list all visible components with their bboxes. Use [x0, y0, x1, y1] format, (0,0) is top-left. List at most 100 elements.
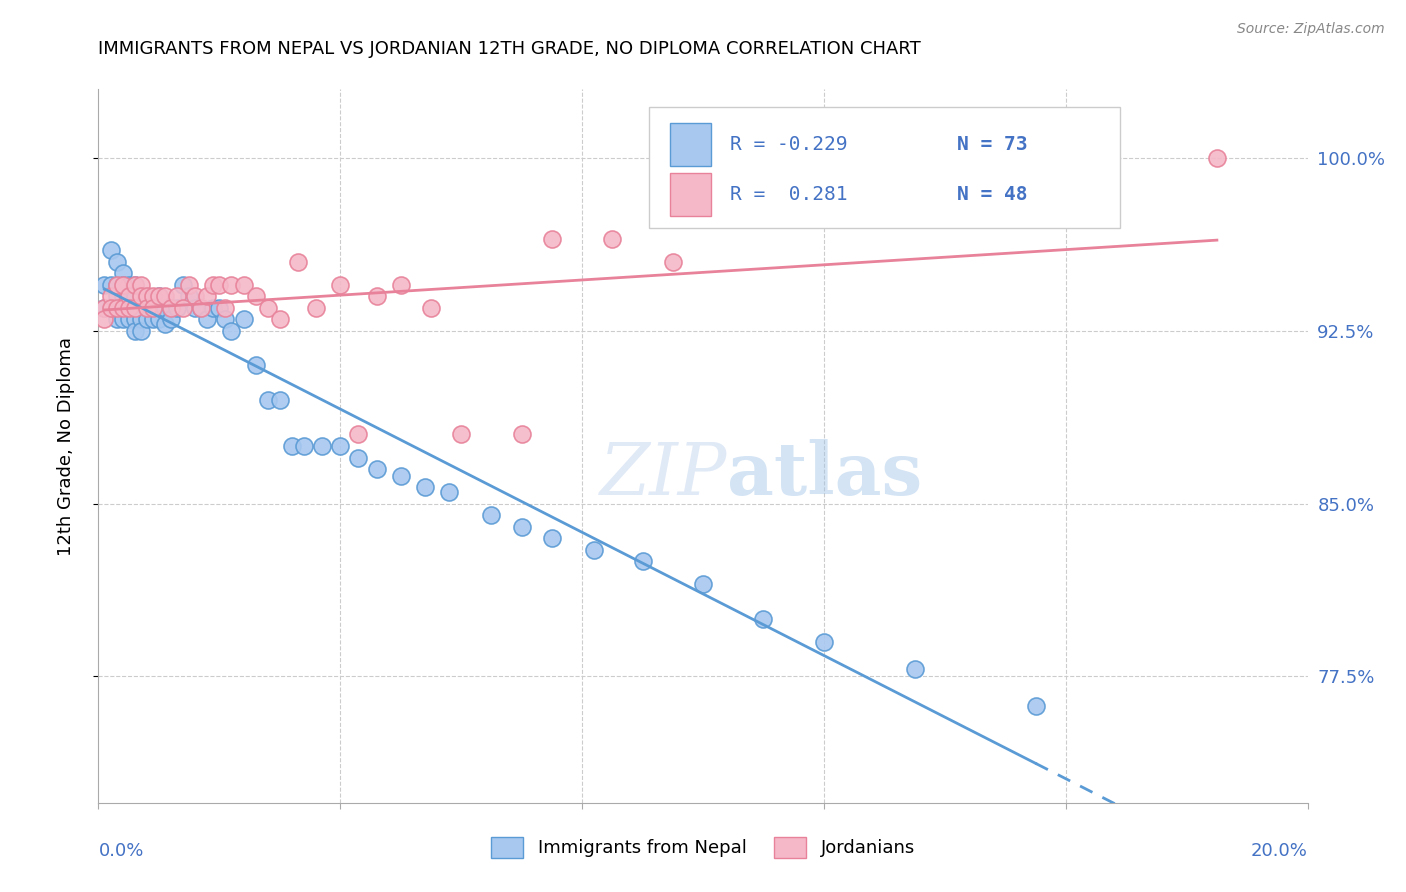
- Point: [190, 301, 212, 315]
- Point: [118, 289, 141, 303]
- Point: [105, 289, 128, 303]
- Point: [221, 277, 243, 292]
- Point: [118, 301, 141, 315]
- Point: [214, 301, 236, 315]
- Point: [208, 277, 231, 292]
- Point: [662, 255, 685, 269]
- Point: [389, 277, 412, 292]
- Point: [111, 301, 134, 315]
- Point: [118, 312, 141, 326]
- Point: [269, 312, 291, 326]
- Point: [347, 450, 370, 465]
- Point: [118, 277, 141, 292]
- Point: [281, 439, 304, 453]
- Point: [148, 289, 170, 303]
- Point: [153, 301, 176, 315]
- Point: [583, 542, 606, 557]
- Point: [389, 469, 412, 483]
- Point: [437, 485, 460, 500]
- Point: [232, 312, 254, 326]
- Point: [124, 277, 146, 292]
- Point: [124, 301, 146, 315]
- Point: [129, 289, 152, 303]
- Point: [135, 312, 157, 326]
- Point: [124, 312, 146, 326]
- Point: [195, 289, 218, 303]
- Point: [305, 301, 328, 315]
- Point: [111, 266, 134, 280]
- Point: [510, 519, 533, 533]
- Point: [214, 312, 236, 326]
- Point: [160, 301, 183, 315]
- Point: [105, 277, 128, 292]
- Point: [245, 289, 267, 303]
- Point: [179, 277, 201, 292]
- Point: [166, 301, 188, 315]
- Text: R = -0.229: R = -0.229: [730, 136, 846, 154]
- FancyBboxPatch shape: [671, 123, 711, 166]
- Point: [148, 312, 170, 326]
- Point: [692, 577, 714, 591]
- Text: N = 73: N = 73: [957, 136, 1028, 154]
- Point: [166, 289, 188, 303]
- Point: [160, 301, 183, 315]
- Point: [129, 312, 152, 326]
- Point: [172, 301, 194, 315]
- Point: [184, 289, 207, 303]
- Point: [602, 232, 624, 246]
- Point: [311, 439, 333, 453]
- Point: [813, 634, 835, 648]
- Point: [124, 301, 146, 315]
- Text: ZIP: ZIP: [600, 439, 727, 510]
- Point: [420, 301, 443, 315]
- Point: [124, 324, 146, 338]
- Point: [202, 277, 225, 292]
- Point: [129, 277, 152, 292]
- Point: [100, 289, 122, 303]
- Text: atlas: atlas: [727, 439, 922, 510]
- Point: [105, 301, 128, 315]
- Legend: Immigrants from Nepal, Jordanians: Immigrants from Nepal, Jordanians: [484, 830, 922, 865]
- Point: [148, 301, 170, 315]
- Point: [292, 439, 315, 453]
- Point: [540, 232, 562, 246]
- Point: [153, 317, 176, 331]
- Point: [124, 277, 146, 292]
- Point: [135, 301, 157, 315]
- Point: [118, 301, 141, 315]
- Point: [329, 277, 352, 292]
- Point: [93, 301, 115, 315]
- Point: [450, 427, 472, 442]
- Point: [142, 312, 165, 326]
- Point: [111, 277, 134, 292]
- Point: [93, 277, 115, 292]
- Point: [111, 312, 134, 326]
- Point: [245, 359, 267, 373]
- Point: [366, 289, 388, 303]
- Point: [135, 289, 157, 303]
- Point: [129, 289, 152, 303]
- Text: 20.0%: 20.0%: [1251, 842, 1308, 860]
- Point: [100, 244, 122, 258]
- Point: [221, 324, 243, 338]
- Point: [111, 277, 134, 292]
- Point: [287, 255, 309, 269]
- Point: [118, 289, 141, 303]
- Point: [93, 301, 115, 315]
- Point: [510, 427, 533, 442]
- Point: [142, 301, 165, 315]
- Point: [93, 312, 115, 326]
- Point: [631, 554, 654, 568]
- Point: [752, 612, 775, 626]
- FancyBboxPatch shape: [648, 107, 1121, 228]
- Point: [135, 289, 157, 303]
- Point: [142, 289, 165, 303]
- Point: [100, 277, 122, 292]
- Point: [413, 480, 436, 494]
- Point: [105, 301, 128, 315]
- Text: Source: ZipAtlas.com: Source: ZipAtlas.com: [1237, 22, 1385, 37]
- Text: IMMIGRANTS FROM NEPAL VS JORDANIAN 12TH GRADE, NO DIPLOMA CORRELATION CHART: IMMIGRANTS FROM NEPAL VS JORDANIAN 12TH …: [98, 40, 921, 58]
- Point: [172, 277, 194, 292]
- Point: [142, 301, 165, 315]
- Point: [347, 427, 370, 442]
